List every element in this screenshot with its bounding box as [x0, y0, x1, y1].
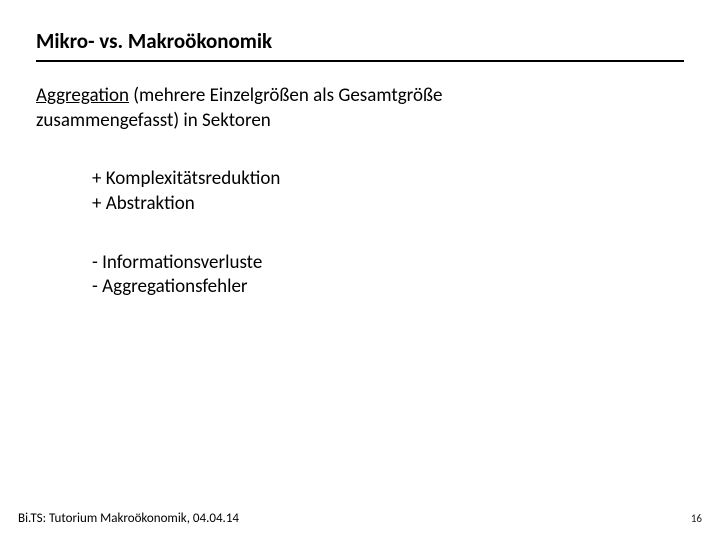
footer-source: Bi.TS: Tutorium Makroökonomik, 04.04.14 [18, 511, 239, 526]
cons-block: - Informationsverluste - Aggregationsfeh… [92, 251, 684, 300]
pros-block: + Komplexitätsreduktion + Abstraktion [92, 167, 684, 216]
slide: Mikro- vs. Makroökonomik Aggregation (me… [0, 0, 720, 540]
footer-page-number: 16 [691, 512, 702, 525]
pro-item-1: + Komplexitätsreduktion [92, 167, 684, 192]
pro-item-2: + Abstraktion [92, 192, 684, 217]
lead-line2: zusammengefasst) in Sektoren [36, 109, 271, 132]
lead-rest-line1: (mehrere Einzelgrößen als Gesamtgröße [129, 84, 442, 107]
con-item-1: - Informationsverluste [92, 251, 684, 276]
lead-paragraph: Aggregation (mehrere Einzelgrößen als Ge… [36, 84, 684, 133]
footer: Bi.TS: Tutorium Makroökonomik, 04.04.14 … [18, 511, 702, 526]
lead-term: Aggregation [36, 84, 129, 107]
slide-title: Mikro- vs. Makroökonomik [36, 28, 684, 60]
con-item-2: - Aggregationsfehler [92, 275, 684, 300]
title-underline-rule [36, 60, 684, 62]
